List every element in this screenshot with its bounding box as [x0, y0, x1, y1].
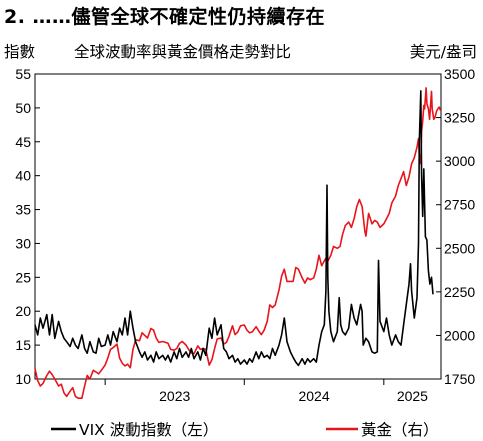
x-tick-label: 2025	[397, 388, 428, 404]
right-tick-label: 2750	[444, 197, 475, 213]
right-tick-label: 1750	[444, 371, 475, 387]
chart-title: 全球波動率與黃金價格走勢對比	[74, 43, 292, 61]
left-tick-label: 30	[15, 235, 31, 251]
right-tick-label: 2500	[444, 240, 475, 256]
plot-frame	[34, 73, 442, 380]
left-axis-ticks: 10 15 20 25 30 35 40 45 50 55	[15, 66, 40, 387]
left-tick-label: 40	[15, 168, 31, 184]
right-tick-label: 2250	[444, 284, 475, 300]
right-tick-label: 3250	[444, 110, 475, 126]
plot-border	[34, 73, 442, 380]
left-tick-label: 20	[15, 303, 31, 319]
x-tick-label: 2023	[159, 388, 190, 404]
left-tick-label: 25	[15, 269, 31, 285]
left-tick-label: 50	[15, 100, 31, 116]
left-tick-label: 35	[15, 202, 31, 218]
chart-heading: 2. ……儘管全球不確定性仍持續存在	[4, 6, 326, 28]
right-axis-unit: 美元/盎司	[409, 43, 477, 61]
gold-price-line	[34, 87, 442, 400]
series-lines	[34, 87, 442, 400]
x-axis-ticks: 2023 2024 2025	[104, 379, 428, 404]
legend: VIX 波動指數（左） 黃金（右）	[51, 421, 439, 439]
legend-label-vix: VIX 波動指數（左）	[79, 421, 218, 439]
left-axis-unit: 指數	[4, 43, 36, 61]
right-axis-ticks: 1750 2000 2250 2500 2750 3000 3250 3500	[436, 66, 475, 387]
left-tick-label: 15	[15, 337, 31, 353]
left-tick-label: 55	[15, 66, 31, 82]
right-tick-label: 2000	[444, 327, 475, 343]
vix-index-line	[34, 90, 434, 367]
legend-label-gold: 黃金（右）	[361, 421, 439, 439]
x-tick-label: 2024	[298, 388, 329, 404]
right-tick-label: 3500	[444, 66, 475, 82]
left-tick-label: 45	[15, 134, 31, 150]
right-tick-label: 3000	[444, 153, 475, 169]
left-tick-label: 10	[15, 371, 31, 387]
